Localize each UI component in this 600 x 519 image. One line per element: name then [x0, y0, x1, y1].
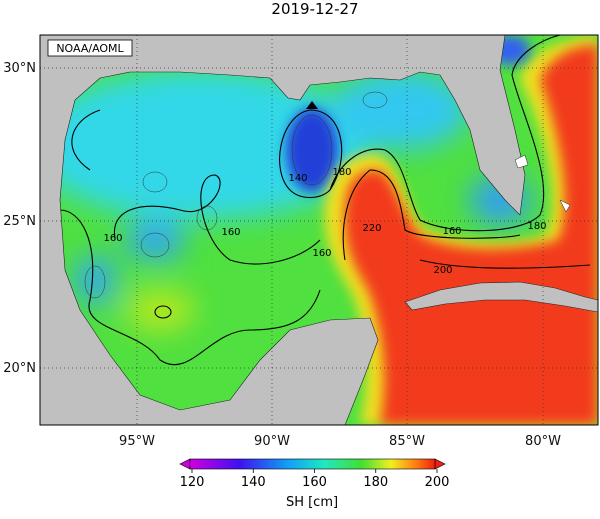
marker: [306, 101, 318, 109]
colorbar-tick-label: 120: [180, 475, 205, 490]
contour-labels: 140 180 160 160 160 220 160 200 180: [103, 167, 546, 276]
land: [40, 35, 526, 425]
lon-label: 95°W: [119, 434, 155, 449]
graticule: [40, 35, 598, 425]
contour-label: 140: [288, 173, 307, 184]
cuba: [404, 281, 598, 313]
contour-label: 180: [527, 221, 546, 232]
colorbar-tick-label: 180: [363, 475, 388, 490]
lat-label: 30°N: [3, 61, 36, 76]
sea-height-field: [40, 35, 598, 425]
credit-box: [47, 39, 133, 57]
title: 2019-12-27: [271, 0, 358, 18]
lon-label: 80°W: [525, 434, 561, 449]
colorbar-tick-label: 160: [302, 475, 327, 490]
lon-label: 85°W: [389, 434, 425, 449]
colorbar-tick-label: 200: [425, 475, 450, 490]
frame: [39, 34, 599, 426]
lon-label: 90°W: [254, 434, 290, 449]
islands: [514, 154, 571, 213]
contour-label: 220: [362, 223, 381, 234]
colorbar: [179, 458, 446, 470]
contour-label: 160: [221, 227, 240, 238]
contour-label: 160: [103, 233, 122, 244]
credit: NOAA/AOML: [56, 42, 124, 55]
lat-label: 25°N: [3, 214, 36, 229]
contour-label: 180: [332, 167, 351, 178]
contour-label: 200: [433, 265, 452, 276]
colorbar-tick-label: 140: [241, 475, 266, 490]
lat-label: 20°N: [3, 361, 36, 376]
contour-label: 160: [442, 226, 461, 237]
contour-label: 160: [312, 248, 331, 259]
colorbar-label: SH [cm]: [286, 495, 338, 510]
